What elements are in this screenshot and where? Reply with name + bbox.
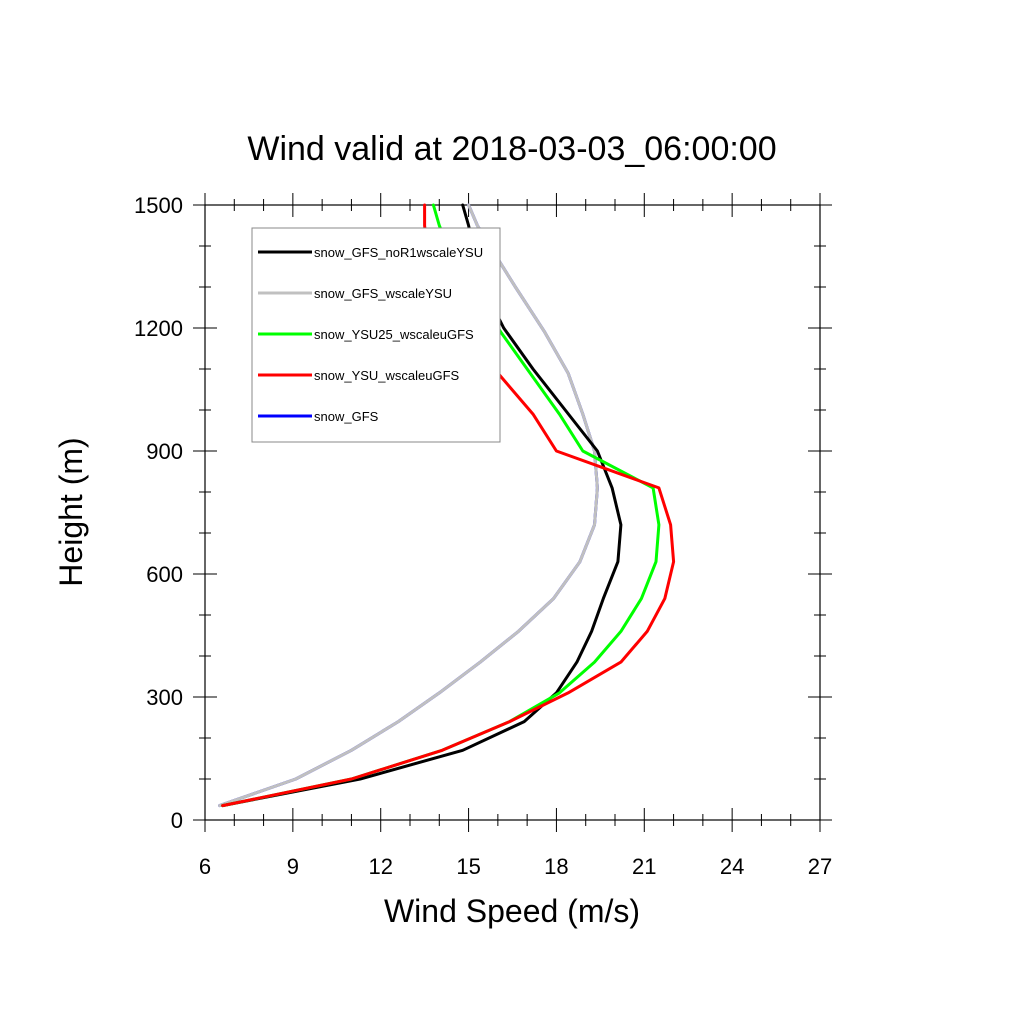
legend-label: snow_GFS_noR1wscaleYSU — [314, 245, 483, 260]
y-tick-label: 1500 — [134, 193, 183, 218]
y-axis-title: Height (m) — [53, 437, 89, 586]
x-tick-label: 24 — [720, 854, 744, 879]
x-tick-label: 21 — [632, 854, 656, 879]
legend-label: snow_YSU_wscaleuGFS — [314, 368, 460, 383]
legend-label: snow_GFS_wscaleYSU — [314, 286, 452, 301]
y-tick-label: 0 — [171, 808, 183, 833]
x-tick-label: 9 — [287, 854, 299, 879]
x-axis-title: Wind Speed (m/s) — [384, 893, 640, 929]
x-tick-label: 27 — [808, 854, 832, 879]
x-tick-label: 15 — [456, 854, 480, 879]
legend: snow_GFS_noR1wscaleYSU snow_GFS_wscaleYSU… — [251, 227, 501, 443]
x-tick-labels: 6 9 12 15 18 21 24 27 — [199, 854, 832, 879]
y-tick-label: 900 — [146, 439, 183, 464]
axis-ticks — [193, 193, 832, 832]
legend-label: snow_YSU25_wscaleuGFS — [314, 327, 474, 342]
chart-title: Wind valid at 2018-03-03_06:00:00 — [247, 130, 776, 168]
plot-area-border — [204, 204, 821, 821]
x-tick-label: 18 — [544, 854, 568, 879]
x-tick-label: 12 — [368, 854, 392, 879]
plot-frame — [204, 204, 821, 821]
legend-label: snow_GFS — [314, 409, 379, 424]
y-tick-label: 300 — [146, 685, 183, 710]
y-tick-label: 600 — [146, 562, 183, 587]
y-tick-label: 1200 — [134, 316, 183, 341]
y-tick-labels: 0 300 600 900 1200 1500 — [134, 193, 183, 833]
x-tick-label: 6 — [199, 854, 211, 879]
series-line-snow-gfs-wscaleysu — [218, 203, 599, 808]
